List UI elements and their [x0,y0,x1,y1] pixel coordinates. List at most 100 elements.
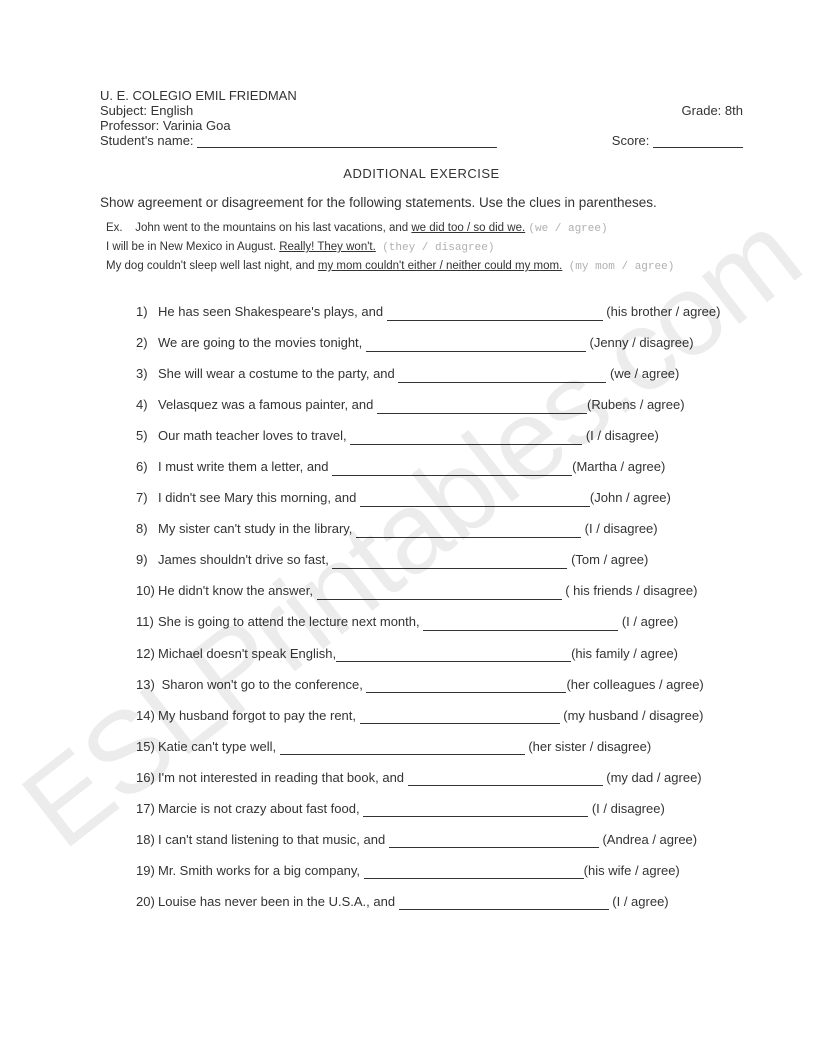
question-text: Mr. Smith works for a big company, [158,863,364,878]
question-clue: (my husband / disagree) [560,708,704,723]
question-number: 17) [136,800,158,818]
subject-label: Subject: [100,103,147,118]
answer-blank [332,556,567,569]
question-number: 9) [136,551,158,569]
answer-blank [280,742,525,755]
question-clue: (Jenny / disagree) [586,335,694,350]
example-3-clue: (my mom / agree) [569,261,675,273]
question-number: 4) [136,396,158,414]
questions-list: 1)He has seen Shakespeare's plays, and (… [100,303,743,910]
question-clue: (her sister / disagree) [525,739,651,754]
question-number: 14) [136,707,158,725]
example-1-answer: we did too / so did we. [411,222,525,234]
question-row: 14)My husband forgot to pay the rent, (m… [136,707,743,725]
question-text: I can't stand listening to that music, a… [158,832,389,847]
question-number: 7) [136,489,158,507]
question-row: 2)We are going to the movies tonight, (J… [136,334,743,352]
question-clue: (her colleagues / agree) [566,677,703,692]
student-name-label: Student's name: [100,133,194,148]
question-clue: (his family / agree) [571,646,678,661]
question-number: 19) [136,862,158,880]
question-clue: (Martha / agree) [572,459,665,474]
answer-blank [356,525,581,538]
question-number: 2) [136,334,158,352]
question-row: 20)Louise has never been in the U.S.A., … [136,893,743,911]
grade-label: Grade: [682,103,722,118]
question-text: James shouldn't drive so fast, [158,552,332,567]
question-text: She will wear a costume to the party, an… [158,366,398,381]
question-text: Velasquez was a famous painter, and [158,397,377,412]
question-row: 6)I must write them a letter, and (Marth… [136,458,743,476]
question-number: 1) [136,303,158,321]
question-row: 16)I'm not interested in reading that bo… [136,769,743,787]
question-clue: (my dad / agree) [603,770,702,785]
answer-blank [317,587,562,600]
question-text: My sister can't study in the library, [158,521,356,536]
question-row: 4)Velasquez was a famous painter, and (R… [136,396,743,414]
student-name-blank [197,134,497,148]
question-number: 10) [136,582,158,600]
question-number: 5) [136,427,158,445]
question-row: 3)She will wear a costume to the party, … [136,365,743,383]
question-number: 11) [136,613,158,631]
answer-blank [387,308,603,321]
example-3-prefix: My dog couldn't sleep well last night, a… [106,260,318,272]
example-1-prefix: John went to the mountains on his last v… [135,222,411,234]
example-2-answer: Really! They won't. [279,241,376,253]
question-row: 7)I didn't see Mary this morning, and (J… [136,489,743,507]
question-number: 18) [136,831,158,849]
worksheet-title: ADDITIONAL EXERCISE [100,166,743,181]
grade-value: 8th [725,103,743,118]
answer-blank [360,494,590,507]
answer-blank [363,804,588,817]
question-clue: (I / agree) [618,614,678,629]
question-clue: (his wife / agree) [584,863,680,878]
question-number: 6) [136,458,158,476]
answer-blank [399,897,609,910]
question-number: 3) [136,365,158,383]
subject-value: English [151,103,194,118]
header-block: U. E. COLEGIO EMIL FRIEDMAN Subject: Eng… [100,88,743,148]
question-row: 9)James shouldn't drive so fast, (Tom / … [136,551,743,569]
question-clue: (I / agree) [609,894,669,909]
answer-blank [366,339,586,352]
question-text: He didn't know the answer, [158,583,317,598]
question-clue: (Tom / agree) [567,552,648,567]
question-text: I didn't see Mary this morning, and [158,490,360,505]
answer-blank [389,835,599,848]
question-text: I'm not interested in reading that book,… [158,770,408,785]
answer-blank [350,432,582,445]
answer-blank [364,866,584,879]
question-clue: (his brother / agree) [603,304,721,319]
question-clue: (we / agree) [606,366,679,381]
answer-blank [377,401,587,414]
question-row: 15)Katie can't type well, (her sister / … [136,738,743,756]
question-clue: (John / agree) [590,490,671,505]
examples-block: Ex. John went to the mountains on his la… [100,222,743,273]
answer-blank [398,370,606,383]
school-name: U. E. COLEGIO EMIL FRIEDMAN [100,88,743,103]
answer-blank [336,649,571,662]
question-text: Marcie is not crazy about fast food, [158,801,363,816]
instructions-text: Show agreement or disagreement for the f… [100,195,743,210]
question-row: 8)My sister can't study in the library, … [136,520,743,538]
question-clue: (I / disagree) [581,521,658,536]
question-number: 20) [136,893,158,911]
question-text: She is going to attend the lecture next … [158,614,423,629]
example-2-prefix: I will be in New Mexico in August. [106,241,279,253]
question-text: He has seen Shakespeare's plays, and [158,304,387,319]
score-label: Score: [612,133,650,148]
answer-blank [360,711,560,724]
question-clue: (I / disagree) [582,428,659,443]
score-blank [653,134,743,148]
question-clue: (I / disagree) [588,801,665,816]
professor-label: Professor: [100,118,159,133]
question-row: 18)I can't stand listening to that music… [136,831,743,849]
answer-blank [423,618,618,631]
answer-blank [332,463,572,476]
question-row: 5)Our math teacher loves to travel, (I /… [136,427,743,445]
question-row: 13) Sharon won't go to the conference, (… [136,676,743,694]
example-label: Ex. [106,222,132,234]
question-text: Our math teacher loves to travel, [158,428,350,443]
question-row: 17)Marcie is not crazy about fast food, … [136,800,743,818]
